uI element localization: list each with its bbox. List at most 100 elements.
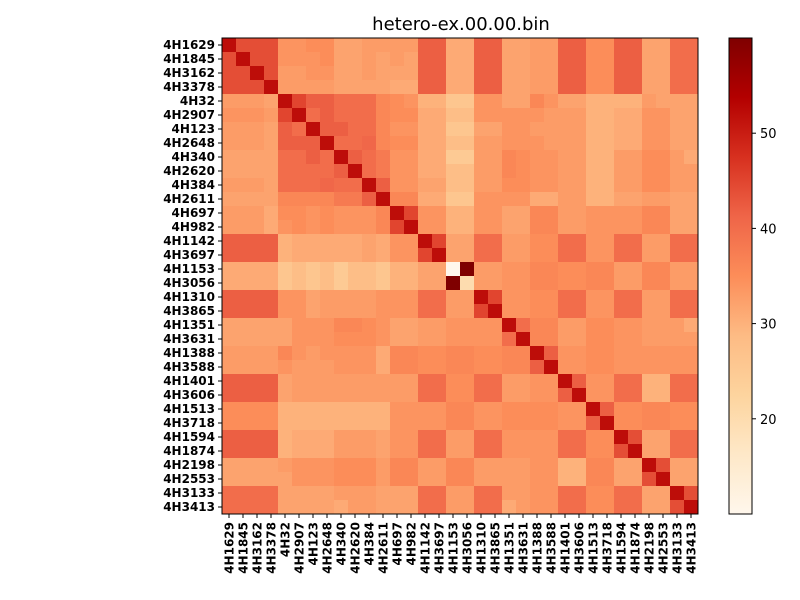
heatmap-cell xyxy=(222,346,237,361)
heatmap-cell xyxy=(432,206,447,221)
heatmap-cell xyxy=(544,94,559,109)
heatmap-cell xyxy=(544,66,559,81)
heatmap-cell xyxy=(474,178,489,193)
heatmap-cell xyxy=(586,346,601,361)
heatmap-cell xyxy=(250,360,265,375)
heatmap-cell xyxy=(236,388,251,403)
heatmap-cell xyxy=(684,416,699,431)
heatmap-cell xyxy=(642,374,657,389)
heatmap-cell xyxy=(446,262,461,277)
heatmap-cell xyxy=(628,486,643,501)
heatmap-cell xyxy=(642,430,657,445)
y-tick-label: 4H1594 xyxy=(163,430,215,444)
heatmap-cell xyxy=(530,38,545,53)
heatmap-cell xyxy=(278,444,293,459)
heatmap-cell xyxy=(264,38,279,53)
heatmap-cell xyxy=(488,136,503,151)
heatmap-cell xyxy=(474,136,489,151)
x-tick-label: 4H3133 xyxy=(671,522,685,574)
heatmap-cell xyxy=(502,108,517,123)
y-tick-label: 4H2611 xyxy=(163,192,215,206)
heatmap-cell xyxy=(558,276,573,291)
heatmap-cell xyxy=(334,262,349,277)
heatmap-cell xyxy=(488,332,503,347)
heatmap-cell xyxy=(516,164,531,179)
heatmap-cell xyxy=(334,276,349,291)
heatmap-cell xyxy=(628,38,643,53)
heatmap-cell xyxy=(250,94,265,109)
heatmap-cell xyxy=(306,262,321,277)
heatmap-cell xyxy=(432,360,447,375)
heatmap-cell xyxy=(558,444,573,459)
heatmap-cell xyxy=(334,486,349,501)
heatmap-cell xyxy=(628,220,643,235)
heatmap-cell xyxy=(614,458,629,473)
heatmap-cell xyxy=(264,500,279,515)
heatmap-cell xyxy=(670,220,685,235)
heatmap-cell xyxy=(460,346,475,361)
heatmap-cell xyxy=(684,304,699,319)
heatmap-cell xyxy=(334,318,349,333)
heatmap-cell xyxy=(670,150,685,165)
y-tick-label: 4H3631 xyxy=(163,332,215,346)
heatmap-cell xyxy=(600,38,615,53)
heatmap-cell xyxy=(362,486,377,501)
heatmap-cell xyxy=(320,66,335,81)
heatmap-cell xyxy=(292,248,307,263)
heatmap-cell xyxy=(222,472,237,487)
heatmap-cell xyxy=(334,430,349,445)
heatmap-cell xyxy=(292,206,307,221)
heatmap-cell xyxy=(628,66,643,81)
heatmap-cell xyxy=(236,472,251,487)
heatmap-cell xyxy=(544,122,559,137)
heatmap-cell xyxy=(502,164,517,179)
heatmap-cell xyxy=(264,94,279,109)
heatmap-cell xyxy=(642,360,657,375)
heatmap-cell xyxy=(600,192,615,207)
heatmap-cell xyxy=(222,38,237,53)
heatmap-cell xyxy=(516,150,531,165)
heatmap-cell xyxy=(306,248,321,263)
heatmap-cell xyxy=(530,458,545,473)
heatmap-cell xyxy=(544,38,559,53)
heatmap-cell xyxy=(222,52,237,67)
heatmap-cell xyxy=(544,136,559,151)
heatmap-cell xyxy=(306,346,321,361)
heatmap-cell xyxy=(642,66,657,81)
heatmap-cell xyxy=(432,276,447,291)
heatmap-cell xyxy=(628,122,643,137)
heatmap-cell xyxy=(376,178,391,193)
heatmap-cell xyxy=(586,444,601,459)
heatmap-cell xyxy=(362,304,377,319)
heatmap-cell xyxy=(334,388,349,403)
x-tick-label: 4H123 xyxy=(307,522,321,565)
heatmap-cell xyxy=(250,234,265,249)
heatmap-cell xyxy=(446,346,461,361)
heatmap-cell xyxy=(334,402,349,417)
heatmap-cell xyxy=(656,262,671,277)
heatmap-cell xyxy=(390,108,405,123)
heatmap-cell xyxy=(348,332,363,347)
heatmap-cell xyxy=(586,500,601,515)
heatmap-cell xyxy=(348,388,363,403)
heatmap-cell xyxy=(628,52,643,67)
heatmap-cell xyxy=(544,164,559,179)
heatmap-cell xyxy=(642,80,657,95)
heatmap-cell xyxy=(418,122,433,137)
heatmap-cell xyxy=(418,234,433,249)
heatmap-cell xyxy=(404,304,419,319)
heatmap-cell xyxy=(348,444,363,459)
heatmap-cell xyxy=(236,164,251,179)
heatmap-cell xyxy=(264,416,279,431)
heatmap-cell xyxy=(320,52,335,67)
heatmap-cell xyxy=(418,178,433,193)
heatmap-cell xyxy=(320,206,335,221)
heatmap-cell xyxy=(278,276,293,291)
heatmap-cell xyxy=(432,52,447,67)
y-tick-label: 4H3588 xyxy=(163,360,215,374)
y-tick-label: 4H1629 xyxy=(163,38,215,52)
heatmap-cell xyxy=(250,178,265,193)
heatmap-cell xyxy=(250,220,265,235)
heatmap-cell xyxy=(516,472,531,487)
heatmap-cell xyxy=(614,346,629,361)
